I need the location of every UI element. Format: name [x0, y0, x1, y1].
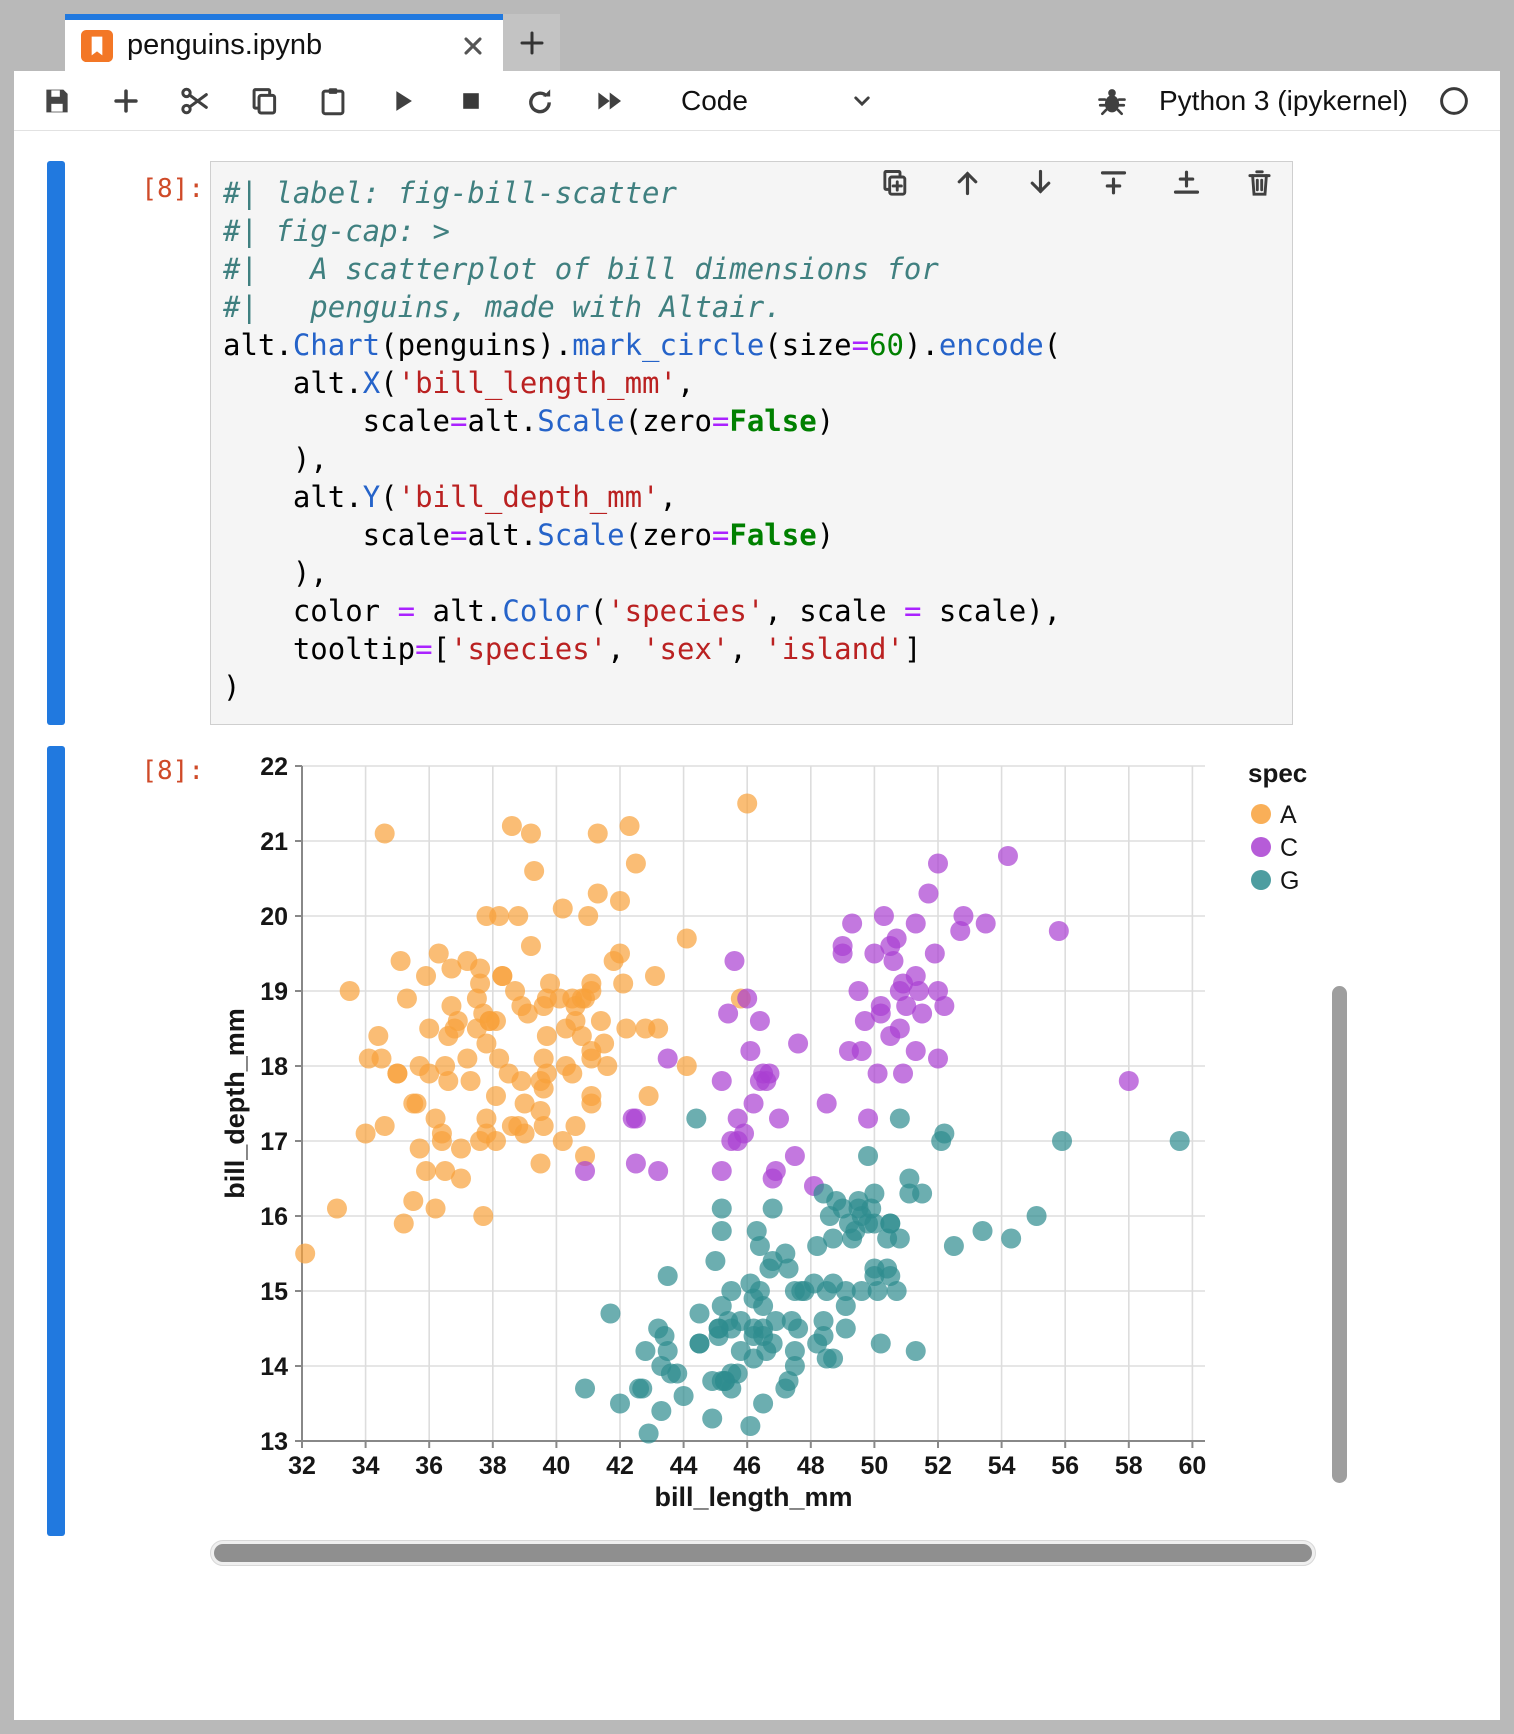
horizontal-scrollbar[interactable]	[210, 1540, 1316, 1566]
insert-cell-below-icon[interactable]	[1170, 166, 1203, 199]
tab-penguins-notebook[interactable]: penguins.ipynb	[65, 14, 503, 71]
close-tab-icon[interactable]	[459, 32, 487, 60]
svg-text:56: 56	[1051, 1452, 1079, 1480]
svg-text:36: 36	[415, 1452, 443, 1480]
svg-text:19: 19	[260, 978, 288, 1006]
output-collapser[interactable]	[47, 746, 65, 1536]
svg-text:bill_depth_mm: bill_depth_mm	[220, 1008, 250, 1199]
debugger-button[interactable]	[1095, 84, 1129, 118]
tab-title: penguins.ipynb	[127, 29, 323, 61]
svg-text:58: 58	[1115, 1452, 1143, 1480]
cell-type-value: Code	[681, 84, 748, 116]
kernel-name[interactable]: Python 3 (ipykernel)	[1158, 84, 1408, 116]
tab-bar: penguins.ipynb	[14, 14, 1500, 71]
run-button[interactable]	[385, 84, 419, 118]
interrupt-button[interactable]	[454, 84, 488, 118]
input-collapser[interactable]	[47, 161, 65, 725]
svg-text:38: 38	[479, 1452, 507, 1480]
svg-text:52: 52	[924, 1452, 952, 1480]
input-prompt: [8]:	[141, 174, 204, 204]
svg-text:60: 60	[1178, 1452, 1206, 1480]
svg-text:18: 18	[260, 1053, 288, 1081]
svg-text:44: 44	[670, 1452, 698, 1480]
code-cell-editor[interactable]: #| label: fig-bill-scatter #| fig-cap: > #…	[210, 161, 1293, 725]
restart-run-all-button[interactable]	[592, 84, 626, 118]
chevron-down-icon	[847, 86, 877, 116]
svg-text:spec: spec	[1248, 758, 1307, 788]
cell-type-dropdown[interactable]: Code	[681, 85, 877, 117]
svg-text:15: 15	[260, 1278, 288, 1306]
svg-text:17: 17	[260, 1128, 288, 1156]
move-cell-down-icon[interactable]	[1024, 166, 1057, 199]
move-cell-up-icon[interactable]	[951, 166, 984, 199]
svg-text:54: 54	[988, 1452, 1016, 1480]
notebook-icon	[81, 29, 113, 62]
svg-text:42: 42	[606, 1452, 634, 1480]
horizontal-scrollbar-thumb[interactable]	[214, 1544, 1312, 1562]
save-button[interactable]	[40, 84, 74, 118]
paste-button[interactable]	[316, 84, 350, 118]
svg-text:20: 20	[260, 903, 288, 931]
delete-cell-icon[interactable]	[1243, 166, 1276, 199]
svg-text:C: C	[1280, 834, 1298, 862]
code-lines: #| label: fig-bill-scatter #| fig-cap: > #…	[223, 176, 1062, 704]
svg-text:16: 16	[260, 1203, 288, 1231]
svg-text:50: 50	[860, 1452, 888, 1480]
svg-text:21: 21	[260, 828, 288, 856]
jupyterlab-window: penguins.ipynb	[14, 14, 1500, 1720]
svg-text:40: 40	[542, 1452, 570, 1480]
output-area: 32 34 36 38 40 42 44 46 48 50 52 54 56 58 60 13 14 15 16 17…	[220, 750, 1320, 1550]
cut-button[interactable]	[178, 84, 212, 118]
svg-text:bill_length_mm: bill_length_mm	[654, 1482, 852, 1512]
scatter-plot: 32 34 36 38 40 42 44 46 48 50 52 54 56 58 60 13 14 15 16 17…	[220, 753, 1307, 1512]
svg-text:13: 13	[260, 1428, 288, 1456]
svg-text:22: 22	[260, 753, 288, 781]
svg-text:A: A	[1280, 801, 1297, 829]
new-tab-button[interactable]	[503, 14, 560, 71]
notebook-content: [8]: #| label: fig-bill-scatter #| fig-ca…	[14, 132, 1500, 1720]
svg-text:48: 48	[797, 1452, 825, 1480]
cell-toolbar	[878, 166, 1276, 199]
svg-text:32: 32	[288, 1452, 316, 1480]
notebook-toolbar: Code Python 3 (ipykernel)	[14, 71, 1500, 131]
toolbar-right: Python 3 (ipykernel)	[1095, 84, 1470, 118]
vertical-scrollbar[interactable]	[1332, 986, 1347, 1483]
svg-text:G: G	[1280, 867, 1299, 895]
duplicate-cell-icon[interactable]	[878, 166, 911, 199]
kernel-status-icon	[1438, 85, 1470, 117]
output-prompt: [8]:	[141, 756, 204, 786]
restart-kernel-button[interactable]	[523, 84, 557, 118]
plus-icon	[517, 28, 547, 58]
insert-cell-button[interactable]	[109, 84, 143, 118]
svg-text:34: 34	[352, 1452, 380, 1480]
insert-cell-above-icon[interactable]	[1097, 166, 1130, 199]
copy-button[interactable]	[247, 84, 281, 118]
svg-text:46: 46	[733, 1452, 761, 1480]
svg-text:14: 14	[260, 1353, 288, 1381]
